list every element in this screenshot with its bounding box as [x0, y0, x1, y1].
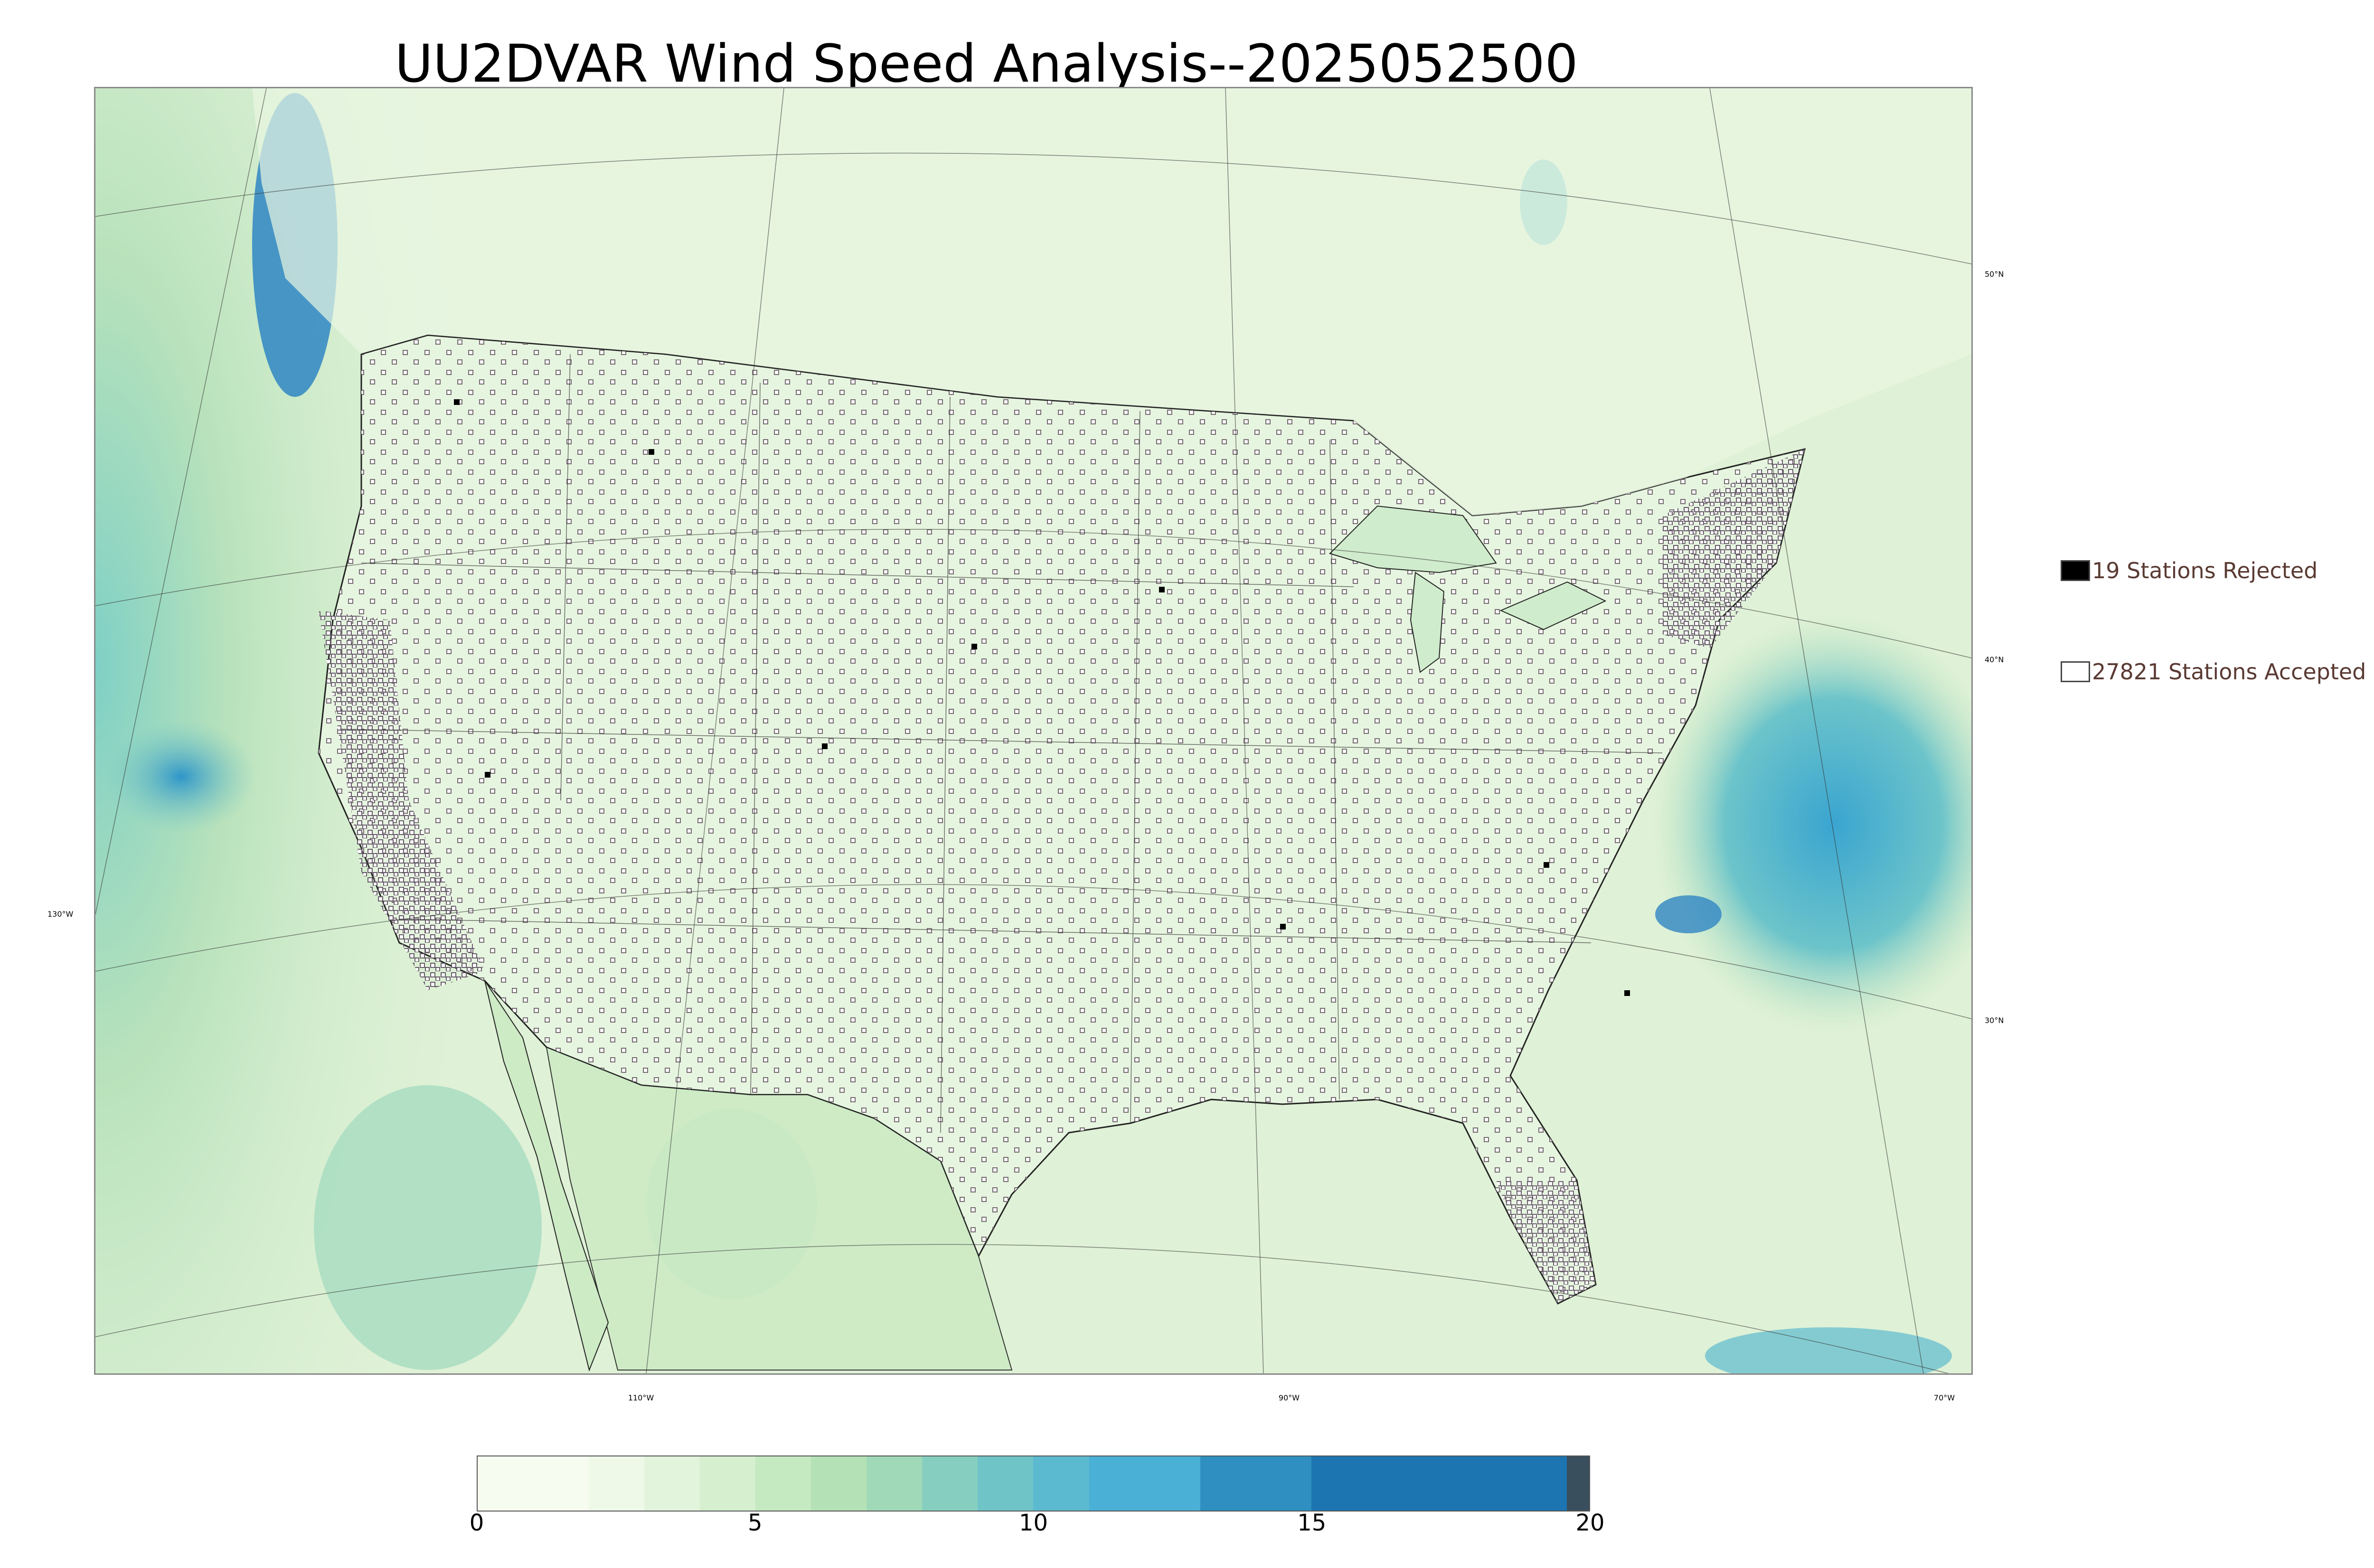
hollow-square-icon: [2061, 661, 2090, 682]
legend-accepted: 27821 Stations Accepted: [2061, 659, 2366, 685]
colorbar-segment: [1311, 1456, 1567, 1511]
filled-square-icon: [2061, 560, 2090, 581]
lon-label-90: 90°W: [1278, 1393, 1300, 1402]
colorbar-segment: [589, 1456, 645, 1511]
colorbar-segment: [1200, 1456, 1311, 1511]
map-title: UU2DVAR Wind Speed Analysis--2025052500: [395, 33, 1578, 94]
colorbar-segment: [811, 1456, 867, 1511]
colorbar-segment: [755, 1456, 811, 1511]
legend-rejected: 19 Stations Rejected: [2061, 558, 2317, 583]
colorbar-segment: [867, 1456, 923, 1511]
colorbar-tick-label: 0: [469, 1510, 484, 1536]
colorbar-tick-label: 15: [1297, 1510, 1327, 1536]
lon-label-110: 110°W: [628, 1393, 654, 1402]
colorbar-segment: [1089, 1456, 1200, 1511]
colorbar-segment: [1033, 1456, 1089, 1511]
map-canvas: [95, 88, 1971, 1373]
lon-label-130: 130°W: [47, 910, 74, 919]
colorbar-tick-label: 10: [1018, 1510, 1048, 1536]
colorbar-segment: [644, 1456, 700, 1511]
wind-speed-map: [94, 87, 1973, 1375]
colorbar-tick-label: 20: [1575, 1510, 1605, 1536]
colorbar-segment: [1567, 1456, 1589, 1511]
legend-rejected-label: 19 Stations Rejected: [2092, 558, 2318, 583]
legend-accepted-label: 27821 Stations Accepted: [2092, 659, 2366, 685]
colorbar-segment: [478, 1456, 589, 1511]
wind-speed-colorbar: [477, 1455, 1590, 1512]
colorbar-segment: [700, 1456, 756, 1511]
lat-label-50: 50°N: [1985, 270, 2004, 279]
colorbar-tick-label: 5: [747, 1510, 763, 1536]
colorbar-segment: [922, 1456, 978, 1511]
colorbar-segment: [978, 1456, 1034, 1511]
lat-label-30: 30°N: [1985, 1016, 2004, 1025]
lat-label-40: 40°N: [1985, 655, 2004, 664]
lon-label-70: 70°W: [1933, 1393, 1955, 1402]
